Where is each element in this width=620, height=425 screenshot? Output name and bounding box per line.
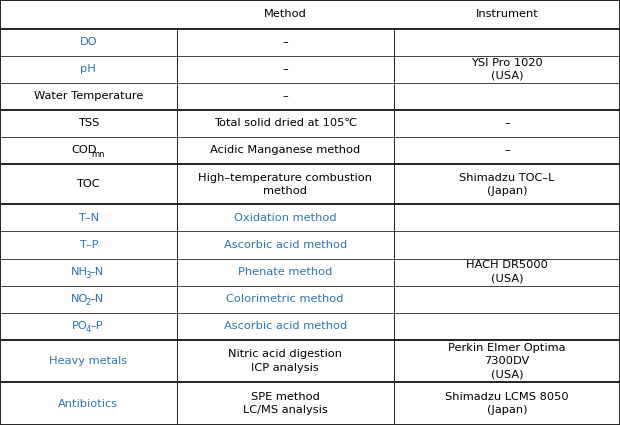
Text: –P: –P: [91, 321, 103, 331]
Text: SPE method
LC/MS analysis: SPE method LC/MS analysis: [243, 392, 327, 415]
Text: TSS: TSS: [78, 118, 99, 128]
Text: YSI Pro 1020
(USA): YSI Pro 1020 (USA): [471, 57, 542, 81]
Text: –: –: [504, 145, 510, 155]
Text: Acidic Manganese method: Acidic Manganese method: [210, 145, 360, 155]
Text: Phenate method: Phenate method: [238, 267, 332, 277]
Text: –: –: [282, 64, 288, 74]
Text: Antibiotics: Antibiotics: [58, 399, 118, 409]
Text: NO: NO: [71, 294, 89, 304]
Text: –: –: [282, 37, 288, 47]
Text: Perkin Elmer Optima
7300DV
(USA): Perkin Elmer Optima 7300DV (USA): [448, 343, 565, 379]
Text: –N: –N: [90, 267, 104, 277]
Text: –N: –N: [90, 294, 104, 304]
Text: Heavy metals: Heavy metals: [49, 356, 128, 366]
Text: TOC: TOC: [76, 179, 100, 189]
Text: T–N: T–N: [78, 213, 99, 223]
Text: 2: 2: [86, 298, 91, 307]
Text: Nitric acid digestion
ICP analysis: Nitric acid digestion ICP analysis: [228, 349, 342, 373]
Text: –: –: [504, 118, 510, 128]
Text: Shimadzu LCMS 8050
(Japan): Shimadzu LCMS 8050 (Japan): [445, 392, 569, 415]
Text: NH: NH: [71, 267, 89, 277]
Text: 4: 4: [86, 326, 91, 334]
Text: T–P: T–P: [79, 240, 98, 250]
Text: Water Temperature: Water Temperature: [33, 91, 143, 101]
Text: COD: COD: [71, 145, 97, 155]
Text: Ascorbic acid method: Ascorbic acid method: [224, 321, 347, 331]
Text: DO: DO: [79, 37, 97, 47]
Text: Colorimetric method: Colorimetric method: [226, 294, 344, 304]
Text: Method: Method: [264, 9, 307, 19]
Text: pH: pH: [81, 64, 96, 74]
Text: High–temperature combustion
method: High–temperature combustion method: [198, 173, 372, 196]
Text: PO: PO: [72, 321, 87, 331]
Text: mn: mn: [91, 150, 105, 159]
Text: Ascorbic acid method: Ascorbic acid method: [224, 240, 347, 250]
Text: 3: 3: [86, 272, 91, 280]
Text: Instrument: Instrument: [476, 9, 538, 19]
Text: HACH DR5000
(USA): HACH DR5000 (USA): [466, 261, 548, 283]
Text: Oxidation method: Oxidation method: [234, 213, 337, 223]
Text: Shimadzu TOC–L
(Japan): Shimadzu TOC–L (Japan): [459, 173, 554, 196]
Text: –: –: [282, 91, 288, 101]
Text: Total solid dried at 105℃: Total solid dried at 105℃: [214, 118, 356, 128]
